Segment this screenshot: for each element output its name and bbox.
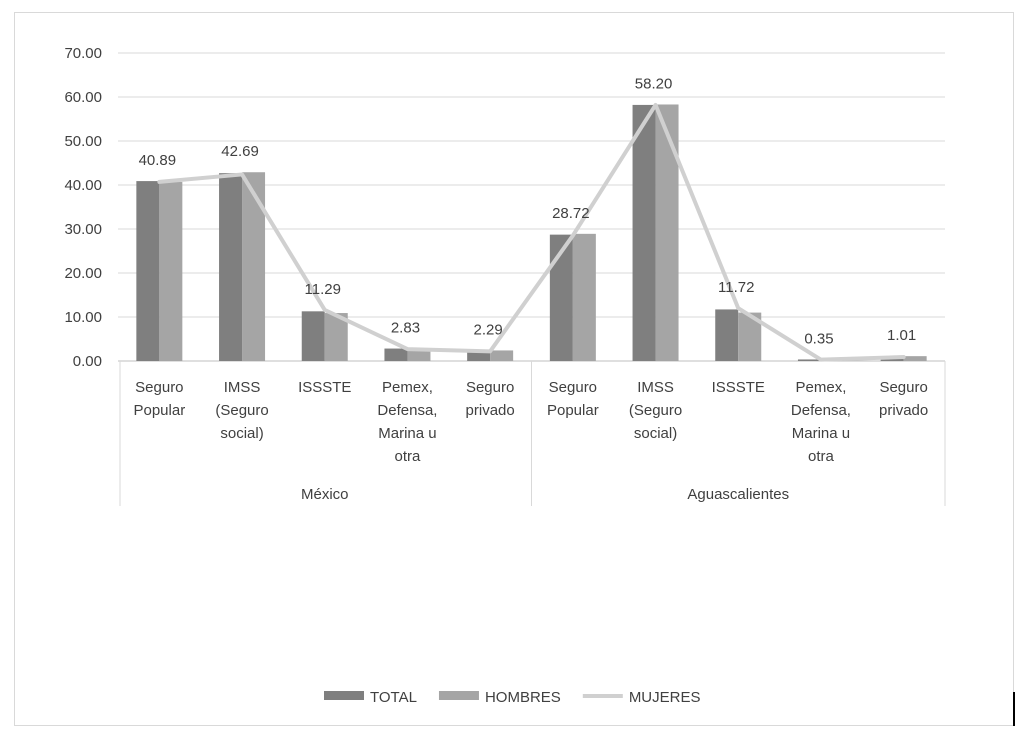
y-tick-label: 20.00: [64, 265, 102, 282]
y-tick-label: 30.00: [64, 221, 102, 238]
x-category-line: social): [634, 425, 677, 442]
x-category-line: Marina u: [378, 425, 436, 442]
x-category-line: Pemex,: [796, 379, 847, 396]
edge-mark: [1013, 692, 1015, 726]
y-tick-label: 50.00: [64, 133, 102, 150]
legend-swatch: [438, 691, 479, 700]
x-category-line: Seguro: [135, 379, 183, 396]
x-category-line: IMSS: [224, 379, 261, 396]
bar-hombres: [324, 313, 348, 361]
legend-item-hombres: HOMBRES: [438, 689, 561, 706]
x-category-line: otra: [395, 448, 422, 465]
x-category-line: Seguro: [549, 379, 597, 396]
chart-frame: [14, 12, 1014, 726]
y-tick-label: 70.00: [64, 45, 102, 62]
data-label: 11.72: [718, 279, 754, 296]
x-category-line: Pemex,: [382, 379, 433, 396]
x-category-label: ISSSTE: [712, 379, 765, 396]
legend-label: MUJERES: [629, 689, 701, 706]
data-label: 1.01: [887, 327, 916, 344]
y-tick-label: 60.00: [64, 89, 102, 106]
x-group-label: Aguascalientes: [687, 486, 789, 503]
x-category-line: ISSSTE: [298, 379, 351, 396]
y-axis-ticks: 0.00 10.00 20.00 30.00 40.00 50.00 60.00 70.00: [64, 45, 102, 370]
x-category-label: Pemex, Defensa, Marina u otra: [377, 379, 437, 465]
legend: TOTAL HOMBRES MUJERES: [324, 689, 701, 706]
bar-hombres: [572, 233, 596, 361]
x-category-line: otra: [808, 448, 835, 465]
data-label: 58.20: [635, 75, 673, 92]
x-category-line: social): [220, 425, 263, 442]
x-axis: Seguro Popular IMSS (Seguro social) ISSSTE Pem…: [119, 361, 946, 506]
bar-total: [467, 350, 491, 361]
bar-hombres: [490, 350, 514, 361]
data-label: 0.35: [804, 330, 833, 347]
bar-hombres: [242, 172, 266, 361]
data-labels: 40.89 42.69 11.29 2.83 2.29 28.72 58.20 11.72 0.…: [139, 75, 917, 347]
x-category-line: Popular: [133, 402, 185, 419]
x-category-line: Defensa,: [377, 402, 437, 419]
x-group-label: México: [301, 486, 349, 503]
data-label: 28.72: [552, 205, 590, 222]
x-category-line: Defensa,: [791, 402, 851, 419]
bar-hombres: [407, 350, 431, 361]
x-category-label: IMSS (Seguro social): [629, 379, 682, 442]
data-label: 11.29: [305, 281, 341, 298]
x-category-line: Popular: [547, 402, 599, 419]
y-tick-label: 0.00: [73, 353, 102, 370]
x-category-label: Seguro Popular: [133, 379, 185, 419]
data-label: 2.83: [391, 320, 420, 337]
x-category-line: IMSS: [637, 379, 674, 396]
x-category-line: Marina u: [792, 425, 850, 442]
x-category-line: Seguro: [879, 379, 927, 396]
x-category-label: Pemex, Defensa, Marina u otra: [791, 379, 851, 465]
line-mujeres: [157, 102, 906, 362]
bar-total: [219, 173, 243, 361]
legend-item-mujeres: MUJERES: [582, 689, 701, 706]
x-category-line: privado: [879, 402, 928, 419]
mujeres-line: [157, 102, 906, 362]
x-category-label: Seguro privado: [466, 379, 515, 419]
x-category-line: ISSSTE: [712, 379, 765, 396]
bar-total: [384, 348, 408, 361]
legend-label: HOMBRES: [485, 689, 561, 706]
x-category-line: Seguro: [466, 379, 514, 396]
y-tick-label: 40.00: [64, 177, 102, 194]
x-category-label: Seguro privado: [879, 379, 928, 419]
legend-item-total: TOTAL: [324, 689, 417, 706]
data-label: 42.69: [221, 143, 259, 160]
x-category-line: privado: [466, 402, 515, 419]
legend-swatch: [324, 691, 364, 700]
x-category-label: Seguro Popular: [547, 379, 599, 419]
data-label: 2.29: [474, 321, 503, 338]
data-label: 40.89: [139, 152, 177, 169]
bar-hombres: [903, 356, 927, 361]
bar-hombres: [159, 181, 183, 361]
bar-total: [632, 104, 656, 362]
x-category-label: ISSSTE: [298, 379, 351, 396]
bar-total: [715, 309, 739, 361]
x-category-label: IMSS (Seguro social): [215, 379, 268, 442]
bar-total: [301, 311, 325, 361]
bar-total: [549, 234, 573, 361]
bar-total: [797, 359, 821, 361]
x-category-line: (Seguro: [629, 402, 682, 419]
bars: [136, 104, 927, 362]
bar-hombres: [655, 104, 679, 361]
y-tick-label: 10.00: [64, 309, 102, 326]
bar-hombres: [738, 312, 762, 361]
x-category-line: (Seguro: [215, 402, 268, 419]
legend-label: TOTAL: [370, 689, 417, 706]
bar-total: [136, 181, 160, 361]
